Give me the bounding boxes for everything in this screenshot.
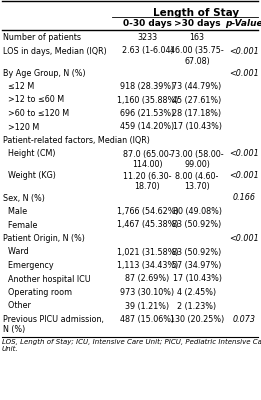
Text: 1,113 (34.43%): 1,113 (34.43%) bbox=[117, 261, 178, 270]
Text: >60 to ≤120 M: >60 to ≤120 M bbox=[3, 109, 69, 118]
Text: 73 (44.79%): 73 (44.79%) bbox=[173, 82, 222, 91]
Text: Height (CM): Height (CM) bbox=[3, 150, 56, 158]
Text: Other: Other bbox=[3, 302, 31, 310]
Text: 696 (21.53%): 696 (21.53%) bbox=[120, 109, 175, 118]
Text: Sex, N (%): Sex, N (%) bbox=[3, 194, 45, 202]
Text: <0.001: <0.001 bbox=[229, 150, 259, 158]
Text: 163: 163 bbox=[189, 33, 205, 42]
Text: Previous PICU admission,
N (%): Previous PICU admission, N (%) bbox=[3, 315, 104, 334]
Text: 83 (50.92%): 83 (50.92%) bbox=[173, 220, 222, 230]
Text: 918 (28.39%): 918 (28.39%) bbox=[120, 82, 175, 91]
Text: >30 days: >30 days bbox=[174, 19, 220, 28]
Text: Number of patients: Number of patients bbox=[3, 33, 81, 42]
Text: Emergency: Emergency bbox=[3, 261, 54, 270]
Text: LOS in days, Median (IQR): LOS in days, Median (IQR) bbox=[3, 46, 107, 56]
Text: Patient Origin, N (%): Patient Origin, N (%) bbox=[3, 234, 85, 243]
Text: 1,021 (31.58%): 1,021 (31.58%) bbox=[117, 248, 178, 256]
Text: 130 (20.25%): 130 (20.25%) bbox=[170, 315, 224, 324]
Text: 80 (49.08%): 80 (49.08%) bbox=[173, 207, 222, 216]
Text: Operating room: Operating room bbox=[3, 288, 72, 297]
Text: >12 to ≤60 M: >12 to ≤60 M bbox=[3, 96, 64, 104]
Text: 0.073: 0.073 bbox=[233, 315, 256, 324]
Text: 87.0 (65.00-
114.00): 87.0 (65.00- 114.00) bbox=[123, 150, 172, 169]
Text: Length of Stay: Length of Stay bbox=[153, 8, 239, 18]
Text: 57 (34.97%): 57 (34.97%) bbox=[172, 261, 222, 270]
Text: Patient-related factors, Median (IQR): Patient-related factors, Median (IQR) bbox=[3, 136, 150, 145]
Text: ≤12 M: ≤12 M bbox=[3, 82, 34, 91]
Text: 487 (15.06%): 487 (15.06%) bbox=[120, 315, 175, 324]
Text: Male: Male bbox=[3, 207, 27, 216]
Text: p-Value: p-Value bbox=[225, 19, 261, 28]
Text: 83 (50.92%): 83 (50.92%) bbox=[173, 248, 222, 256]
Text: 1,467 (45.38%): 1,467 (45.38%) bbox=[117, 220, 178, 230]
Text: By Age Group, N (%): By Age Group, N (%) bbox=[3, 68, 86, 78]
Text: 459 (14.20%): 459 (14.20%) bbox=[120, 122, 175, 132]
Text: 1,160 (35.88%): 1,160 (35.88%) bbox=[117, 96, 178, 104]
Text: LOS, Length of Stay; ICU, Intensive Care Unit; PICU, Pediatric Intensive Care
Un: LOS, Length of Stay; ICU, Intensive Care… bbox=[2, 339, 261, 352]
Text: 11.20 (6.30-
18.70): 11.20 (6.30- 18.70) bbox=[123, 172, 172, 191]
Text: <0.001: <0.001 bbox=[229, 234, 259, 243]
Text: Weight (KG): Weight (KG) bbox=[3, 172, 56, 180]
Text: Ward: Ward bbox=[3, 248, 29, 256]
Text: 17 (10.43%): 17 (10.43%) bbox=[173, 122, 222, 132]
Text: <0.001: <0.001 bbox=[229, 68, 259, 78]
Text: 2.63 (1-6.04): 2.63 (1-6.04) bbox=[122, 46, 173, 56]
Text: 4 (2.45%): 4 (2.45%) bbox=[177, 288, 217, 297]
Text: <0.001: <0.001 bbox=[229, 46, 259, 56]
Text: 73.00 (58.00-
99.00): 73.00 (58.00- 99.00) bbox=[170, 150, 224, 169]
Text: Another hospital ICU: Another hospital ICU bbox=[3, 274, 91, 284]
Text: <0.001: <0.001 bbox=[229, 172, 259, 180]
Text: 39 (1.21%): 39 (1.21%) bbox=[125, 302, 170, 310]
Text: >120 M: >120 M bbox=[3, 122, 39, 132]
Text: 17 (10.43%): 17 (10.43%) bbox=[173, 274, 222, 284]
Text: 973 (30.10%): 973 (30.10%) bbox=[120, 288, 175, 297]
Text: 46.00 (35.75-
67.08): 46.00 (35.75- 67.08) bbox=[170, 46, 224, 66]
Text: 87 (2.69%): 87 (2.69%) bbox=[125, 274, 170, 284]
Text: 45 (27.61%): 45 (27.61%) bbox=[173, 96, 222, 104]
Text: 0.166: 0.166 bbox=[233, 194, 256, 202]
Text: 3233: 3233 bbox=[137, 33, 158, 42]
Text: 0-30 days: 0-30 days bbox=[123, 19, 172, 28]
Text: 1,766 (54.62%): 1,766 (54.62%) bbox=[117, 207, 178, 216]
Text: 2 (1.23%): 2 (1.23%) bbox=[177, 302, 217, 310]
Text: 28 (17.18%): 28 (17.18%) bbox=[173, 109, 222, 118]
Text: Female: Female bbox=[3, 220, 37, 230]
Text: 8.00 (4.60-
13.70): 8.00 (4.60- 13.70) bbox=[175, 172, 219, 191]
